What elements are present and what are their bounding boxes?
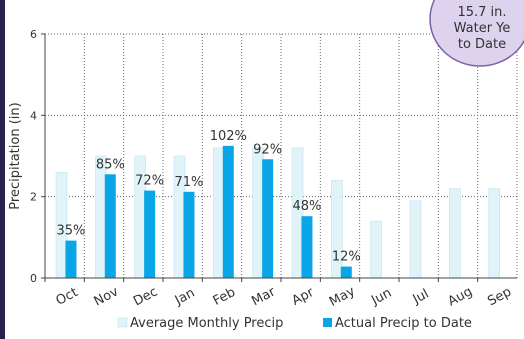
avg-bar (252, 147, 264, 279)
x-tick-label: Jul (410, 287, 432, 308)
percent-label: 72% (135, 174, 164, 189)
legend-swatch (117, 317, 128, 328)
x-tick-label: Jan (172, 286, 198, 309)
x-tick-label: Dec (131, 284, 160, 309)
actual-bar (262, 159, 274, 278)
percent-label: 35% (57, 224, 86, 239)
callout-text-line: to Date (458, 37, 506, 52)
actual-bar (301, 216, 313, 278)
percent-label: 48% (293, 199, 322, 214)
y-tick-label: 0 (30, 272, 37, 285)
actual-bar (104, 174, 116, 278)
x-tick-label: Mar (249, 284, 278, 309)
left-border (0, 0, 5, 339)
avg-bar (370, 220, 382, 279)
callout-bubble (429, 0, 524, 67)
actual-bar (65, 240, 77, 278)
percent-label: 85% (96, 157, 125, 172)
actual-bar (183, 191, 195, 278)
y-tick-label: 6 (30, 28, 37, 41)
y-tick-label: 4 (30, 109, 37, 122)
chart-frame (0, 0, 5, 339)
x-tick-label: Sep (485, 285, 514, 310)
x-tick-label: Jun (368, 286, 394, 309)
legend-label: Actual Precip to Date (335, 316, 472, 331)
avg-bar (409, 200, 422, 279)
legend-swatch (323, 318, 332, 327)
x-tick-label: Aug (446, 284, 475, 309)
x-tick-label: Oct (54, 285, 81, 309)
actual-bar (340, 266, 352, 278)
x-tick-label: May (327, 284, 358, 310)
y-axis-title: Precipitation (in) (8, 102, 23, 209)
percent-label: 102% (210, 129, 247, 144)
percent-label: 92% (253, 142, 282, 157)
percent-label: 12% (332, 250, 361, 265)
x-tick-label: Nov (92, 284, 122, 309)
legend-label: Average Monthly Precip (130, 316, 283, 331)
callout-text-line: 15.7 in. (457, 5, 506, 20)
y-tick-label: 2 (30, 191, 37, 204)
avg-bar (449, 188, 461, 279)
legend: Average Monthly Precip Actual Precip to D… (117, 316, 472, 331)
x-tick-label: Apr (290, 285, 317, 309)
avg-bar (213, 147, 225, 279)
avg-bar (488, 188, 500, 279)
actual-bar (144, 190, 156, 278)
avg-bar (95, 155, 107, 279)
x-tick-label: Feb (211, 285, 238, 309)
callout-text-line: Water Ye (454, 21, 511, 36)
actual-bar (222, 145, 234, 278)
data-labels: 35% 85% 72% 71% 102% 92% 48% 12% (57, 129, 361, 265)
percent-label: 71% (175, 175, 204, 190)
